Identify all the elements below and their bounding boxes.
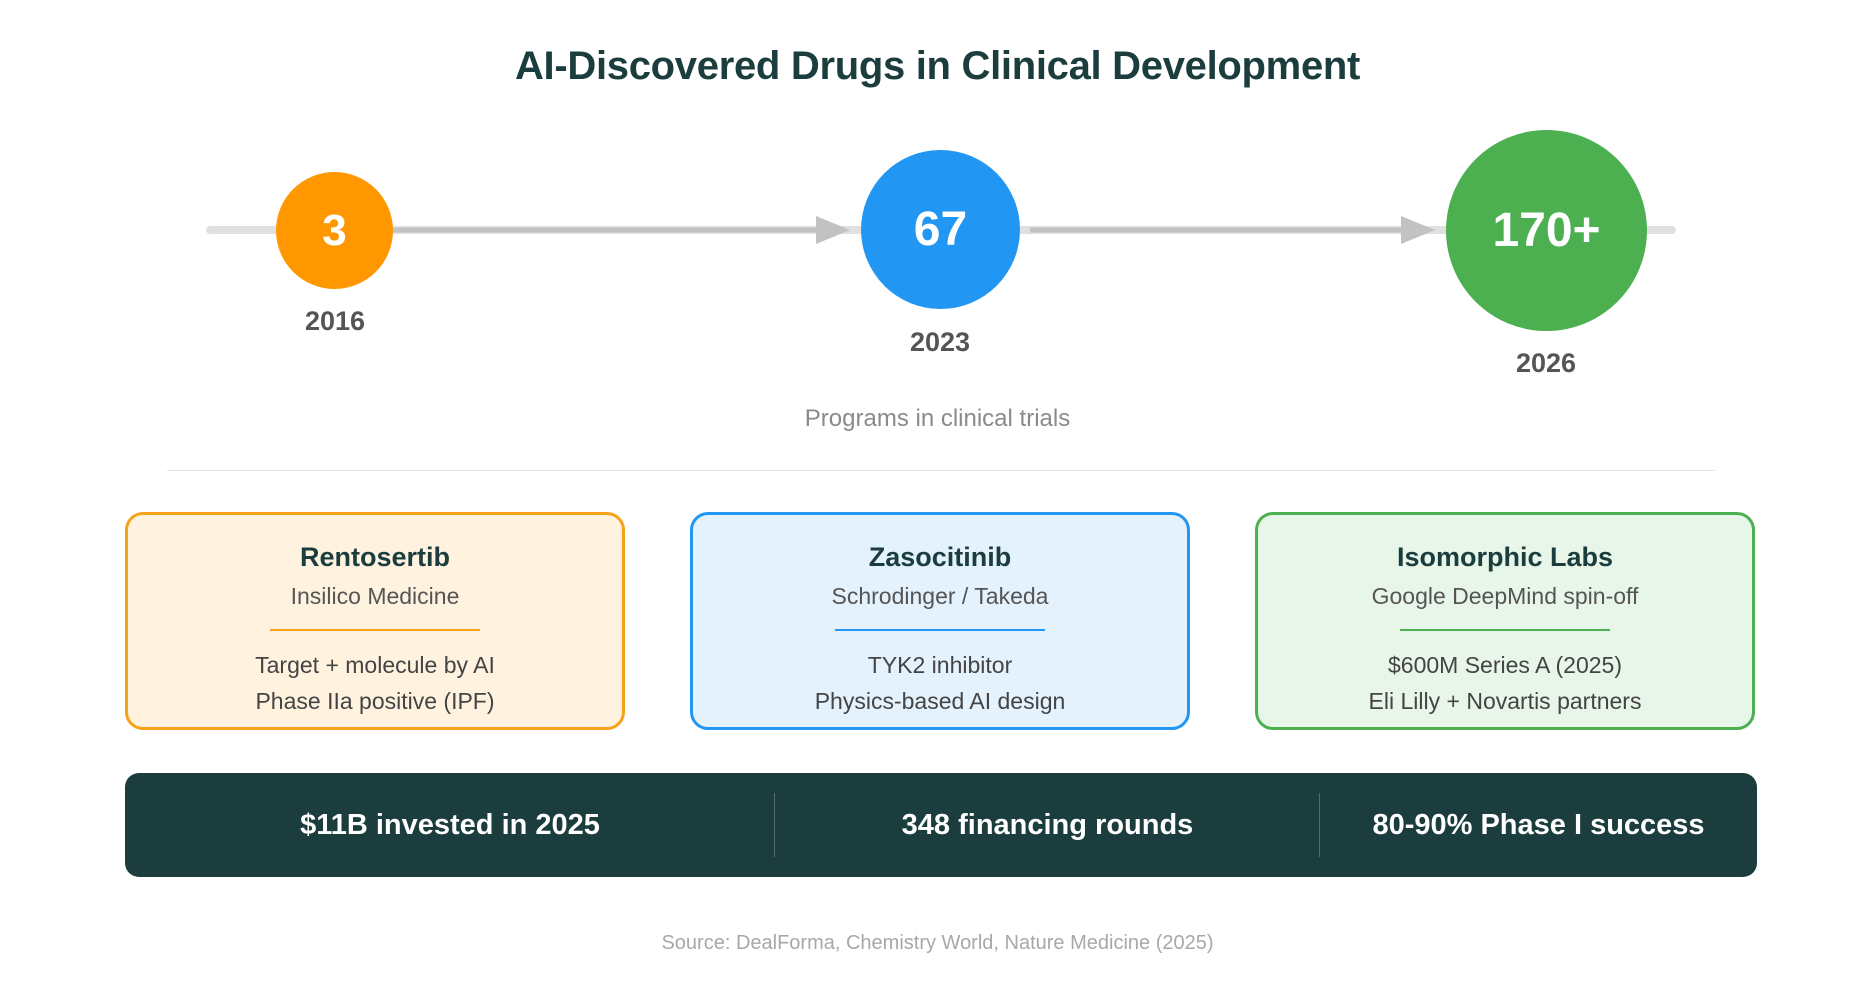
stat-separator [1319,793,1320,857]
stat-financing-rounds: 348 financing rounds [901,809,1194,841]
stats-bar: $11B invested in 2025 348 financing roun… [125,773,1757,877]
card-detail: Target + molecule by AI [255,652,495,678]
card-detail: $600M Series A (2025) [1388,652,1622,678]
section-divider [167,470,1715,471]
card-detail: Physics-based AI design [814,688,1066,714]
drug-card-zasocitinib: Zasocitinib Schrodinger / Takeda TYK2 in… [690,512,1190,730]
timeline-caption: Programs in clinical trials [804,405,1071,432]
card-highlight: Advancing to Phase III [128,719,622,727]
card-highlight: Oncology + cardiometabolic [1258,719,1752,727]
card-title: Zasocitinib [868,542,1012,572]
card-subtitle: Google DeepMind spin-off [1371,583,1639,609]
card-subtitle: Insilico Medicine [290,583,460,609]
drug-card-isomorphic-labs: Isomorphic Labs Google DeepMind spin-off… [1255,512,1755,730]
card-title: Isomorphic Labs [1396,542,1614,572]
arrow-head-1-icon [816,216,850,244]
card-highlight: Already in Phase III [693,719,1187,727]
card-detail: TYK2 inhibitor [867,652,1013,678]
stat-investment: $11B invested in 2025 [300,809,600,841]
milestone-circle-2026: 170+ [1446,130,1647,331]
milestone-year-2016: 2016 [304,306,366,336]
stat-phase-success: 80-90% Phase I success [1372,809,1705,841]
arrow-head-2-icon [1401,216,1435,244]
card-subtitle: Schrodinger / Takeda [831,583,1049,609]
card-title: Rentosertib [299,542,451,572]
milestone-circle-2023: 67 [861,150,1020,309]
page-title: AI-Discovered Drugs in Clinical Developm… [514,44,1361,88]
stat-separator [774,793,775,857]
card-rule [1400,629,1610,631]
card-rule [270,629,480,631]
card-rule [835,629,1045,631]
drug-card-rentosertib: Rentosertib Insilico Medicine Target + m… [125,512,625,730]
card-detail: Phase IIa positive (IPF) [255,688,495,714]
milestone-year-2023: 2023 [909,327,971,357]
card-detail: Eli Lilly + Novartis partners [1368,688,1642,714]
source-note: Source: DealForma, Chemistry World, Natu… [661,932,1214,954]
milestone-year-2026: 2026 [1515,348,1577,378]
milestone-circle-2016: 3 [276,172,393,289]
